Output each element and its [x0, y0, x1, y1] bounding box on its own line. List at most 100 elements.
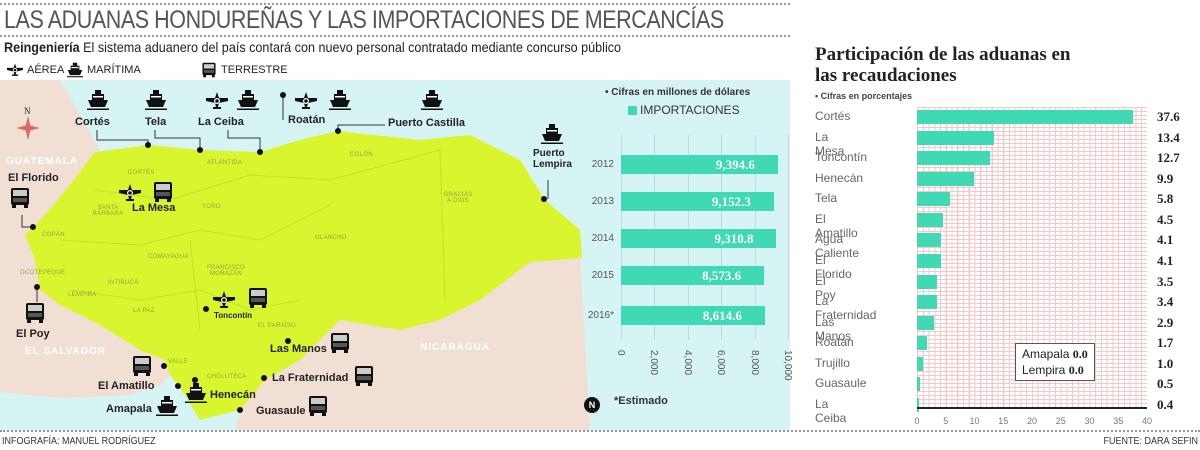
x-tick-label: 0 [914, 416, 920, 426]
share-bar [917, 192, 951, 207]
year-label: 2014 [591, 233, 614, 244]
legend-label: TERRESTRE [221, 64, 288, 76]
category-label: Roatán [815, 335, 854, 350]
x-tick-label: 8,000 [748, 350, 760, 376]
x-tick-label: 2,000 [648, 350, 660, 376]
share-bar [917, 356, 923, 371]
department-label: OCOTEPEQUE [20, 270, 66, 276]
imports-note: • Cifras en millones de dólares [605, 87, 751, 98]
legend-terrestre: TERRESTRE [200, 62, 288, 78]
year-label: 2016* [587, 310, 614, 321]
department-label: FRANCISCO MORAZÁN [206, 265, 246, 277]
x-tick-label: 40 [1141, 416, 1152, 426]
share-bar [917, 151, 991, 166]
legend-swatch [628, 105, 637, 115]
department-label: YORO [202, 204, 221, 210]
x-tick-label: 0 [615, 350, 626, 356]
divider [0, 3, 790, 5]
share-bar [917, 253, 941, 268]
department-label: LA PAZ [133, 308, 155, 314]
import-bar [621, 229, 777, 248]
truck-icon [306, 395, 330, 417]
divider [0, 430, 1200, 432]
truck-icon [151, 181, 175, 203]
category-label: Henecán [815, 170, 864, 185]
legend-label: IMPORTACIONES [640, 103, 740, 117]
value-label: 4.1 [1157, 232, 1174, 248]
category-label: Las Manos [815, 314, 852, 343]
honduras-map: N GUATEMALA EL SALVADOR NICARAGUA CORTÉS… [0, 80, 790, 430]
station-amapala: Amapala [106, 403, 152, 415]
value-label: 13.4 [1157, 129, 1180, 145]
truck-icon [200, 62, 218, 78]
department-label: OLANCHO [315, 235, 347, 241]
station-roatan: Roatán [288, 114, 326, 126]
share-bar [917, 377, 920, 392]
note-label: Lempira [1022, 363, 1066, 377]
plane-icon [118, 182, 142, 204]
value-label: 0.4 [1157, 396, 1174, 412]
legend-label: AÉREA [27, 64, 65, 76]
category-label: El Florido [815, 252, 852, 281]
bar-value-label: 8,573.6 [702, 268, 742, 283]
department-label: COLÓN [350, 152, 373, 158]
plane-icon [6, 62, 24, 78]
page-title: LAS ADUANAS HONDUREÑAS Y LAS IMPORTACION… [4, 6, 724, 34]
station-henecan: Henecán [210, 389, 256, 401]
bar-value-label: 8,614.6 [702, 308, 742, 323]
value-label: 3.5 [1157, 273, 1174, 289]
el-salvador [0, 235, 170, 398]
honduras [25, 131, 582, 420]
station-dots [30, 92, 547, 413]
department-label: LEMPIRA [68, 292, 97, 298]
import-bar [621, 155, 778, 174]
truck-icon [328, 332, 352, 354]
subtitle: Reingeniería El sistema aduanero del paí… [4, 39, 621, 55]
value-label: 5.8 [1157, 191, 1174, 207]
ship-icon [328, 89, 352, 111]
department-label: EL PARAÍSO [258, 323, 297, 329]
category-label: La Ceiba [815, 396, 847, 425]
bar-value-label: 9,152.3 [711, 194, 751, 209]
department-label: CORTÉS [128, 170, 155, 176]
share-bar [917, 397, 920, 412]
x-tick-label: 10,000 [782, 350, 793, 381]
category-label: El Poy [815, 273, 836, 302]
truck-icon [352, 365, 376, 387]
station-el-amatillo: El Amatillo [98, 380, 155, 392]
year-label: 2015 [591, 270, 614, 281]
x-tick-label: 35 [1113, 416, 1124, 426]
legend-aerea: AÉREA [6, 62, 64, 78]
department-label: COPÁN [42, 232, 65, 238]
department-label: CHOLUTECA [207, 374, 247, 380]
kicker: Reingeniería [4, 39, 80, 55]
note-value: 0.0 [1072, 347, 1088, 361]
value-label: 2.9 [1157, 314, 1174, 330]
department-label: GRACIAS A DIOS [443, 192, 473, 204]
share-bar [917, 274, 938, 289]
truck-icon [8, 187, 32, 209]
station-la-ceiba: La Ceiba [198, 116, 244, 128]
value-label: 9.9 [1157, 170, 1174, 186]
compass-label: N [24, 106, 31, 116]
ship-icon [155, 395, 179, 417]
share-chart-title: Participación de las aduanas en las reca… [815, 44, 1071, 86]
station-las-manos: Las Manos [270, 343, 327, 355]
note-value: 0.0 [1068, 363, 1084, 377]
department-label: SANTA BÁRBARA [92, 205, 124, 217]
x-tick-label: 4,000 [681, 350, 693, 376]
category-label: La Mesa [815, 129, 845, 158]
share-bar [917, 315, 934, 330]
plane-icon [205, 90, 229, 112]
truck-icon [130, 355, 154, 377]
country-label: GUATEMALA [6, 156, 79, 167]
ship-icon [66, 62, 84, 78]
compass-rose-icon [16, 116, 40, 140]
share-bar [917, 212, 943, 227]
ship-icon [540, 123, 564, 145]
x-tick-label: 15 [998, 416, 1009, 426]
x-tick-label: 5 [943, 416, 949, 426]
year-label: 2013 [591, 196, 614, 207]
country-label: NICARAGUA [420, 342, 491, 353]
plane-icon [294, 90, 318, 112]
